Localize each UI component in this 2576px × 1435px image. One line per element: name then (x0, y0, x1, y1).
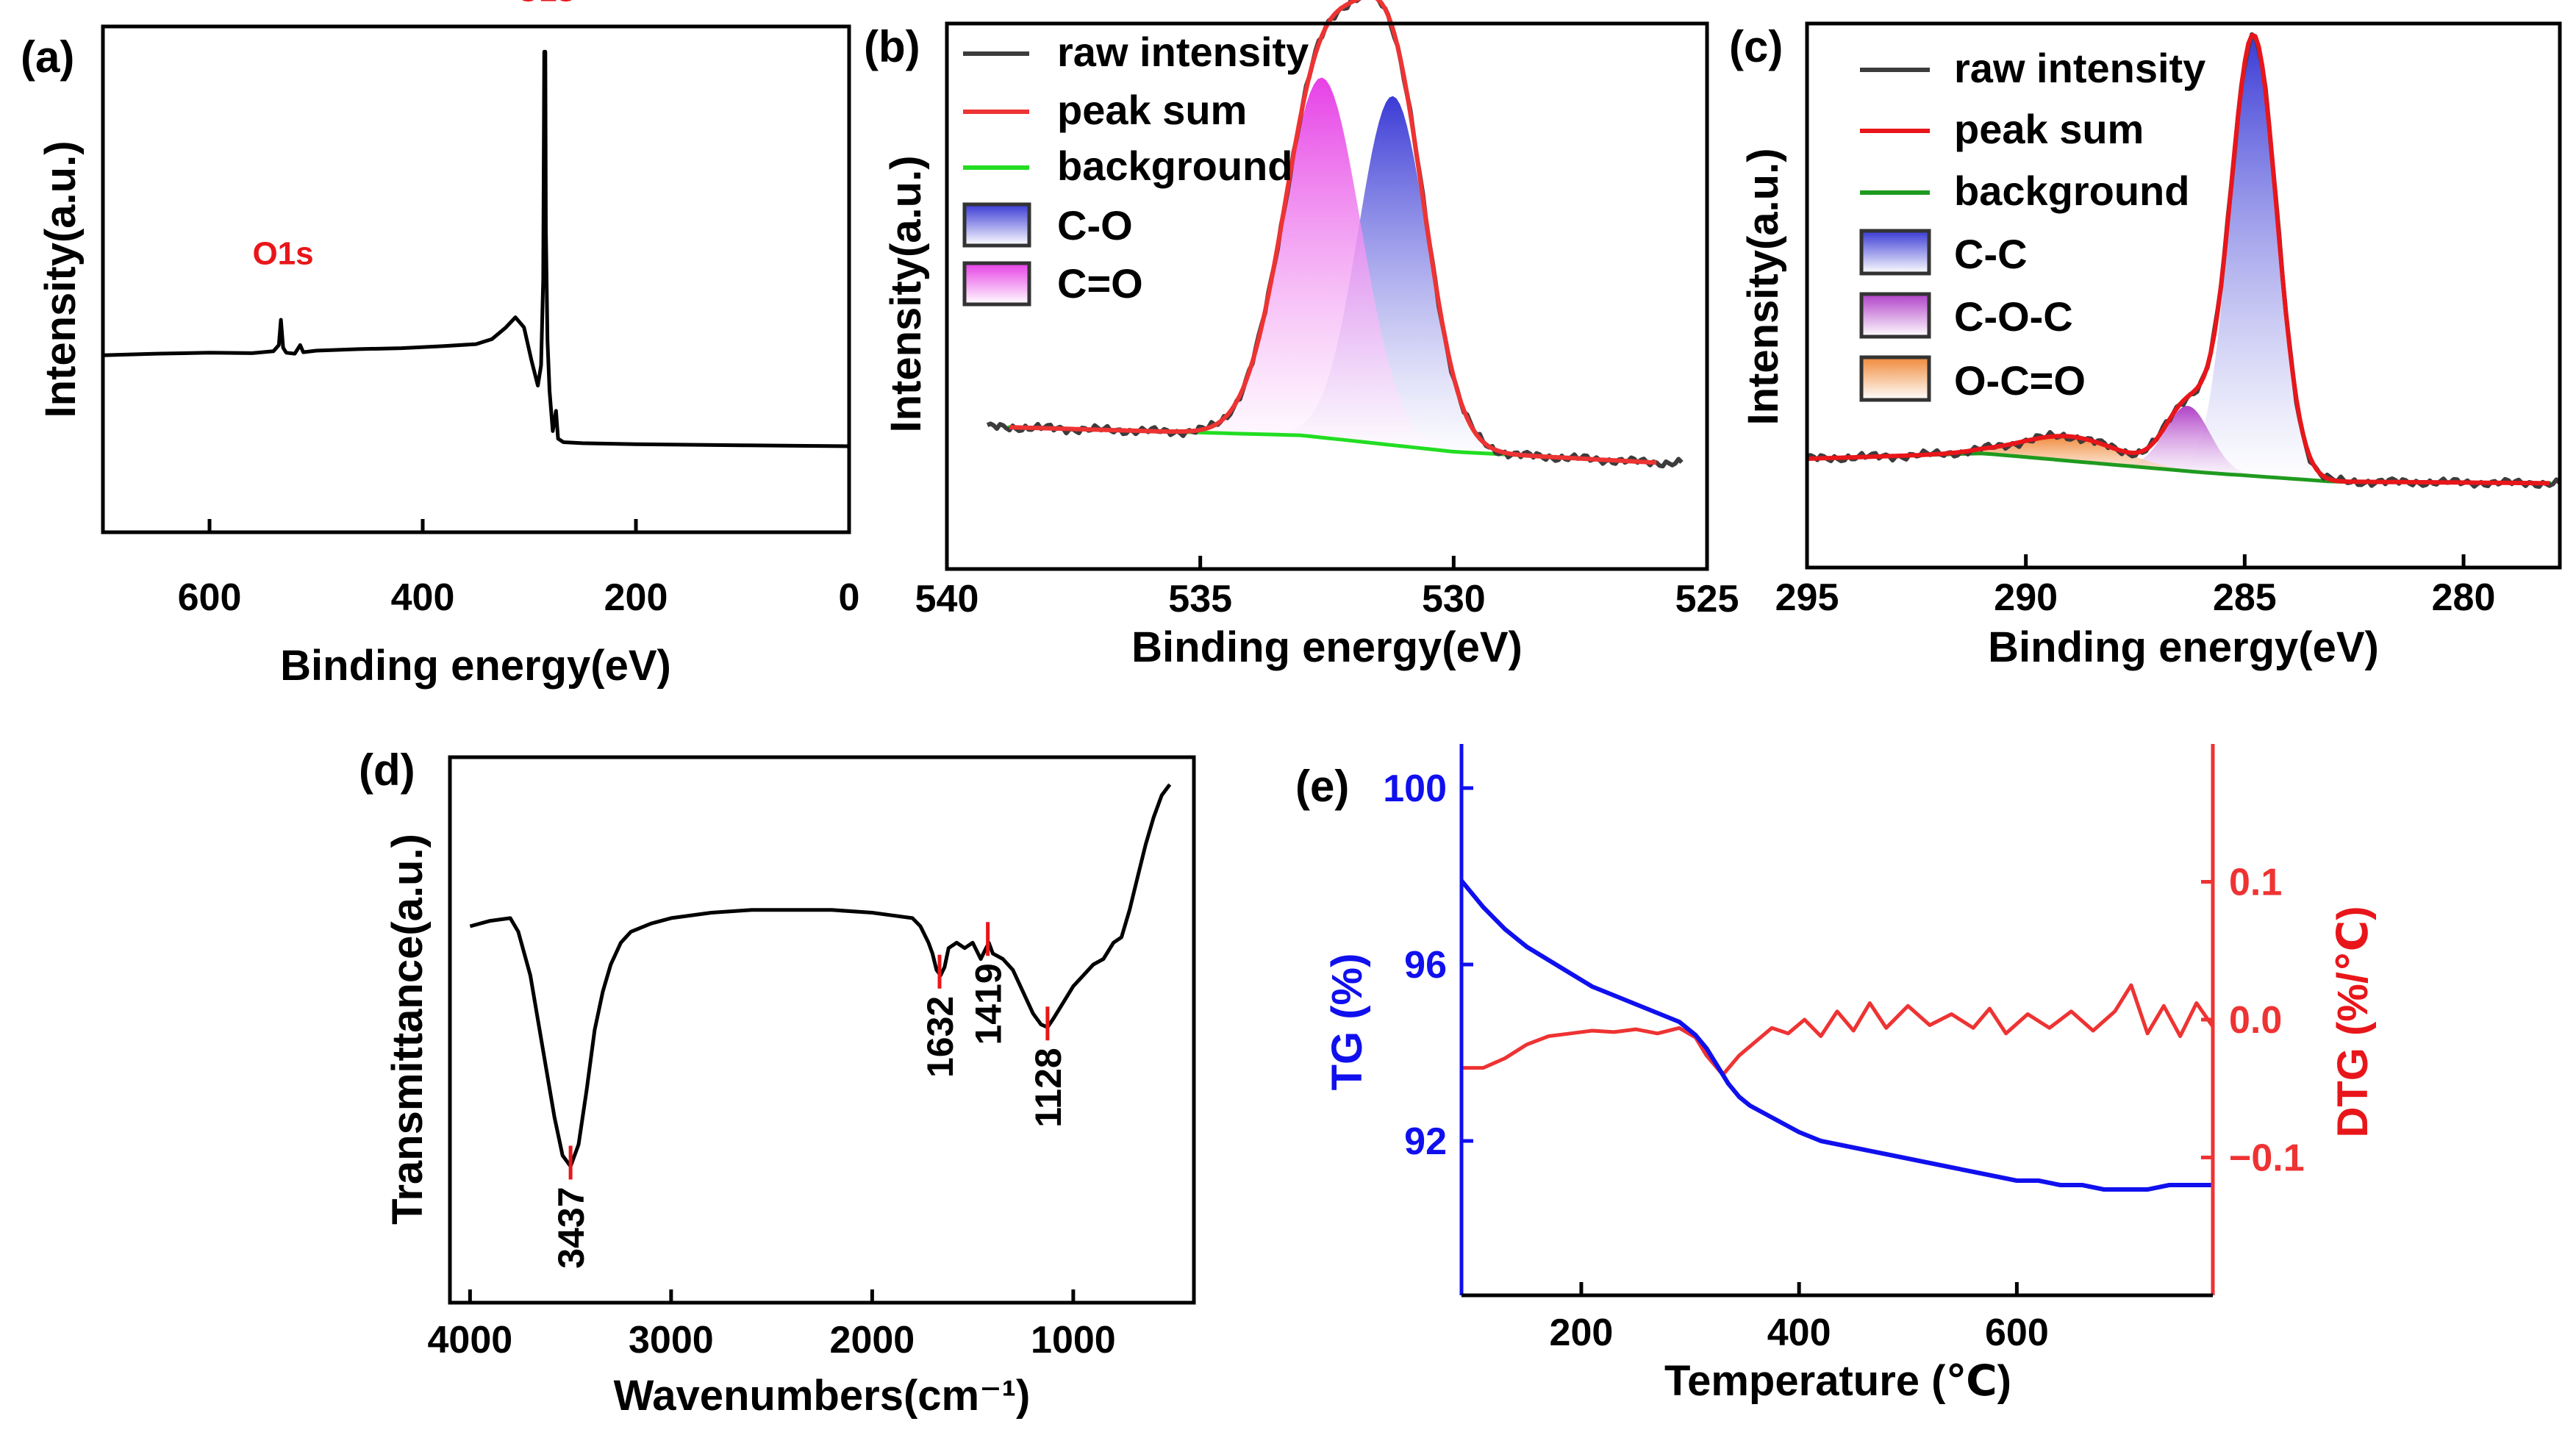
panel-a-label: (a) (21, 32, 74, 82)
panel-a: 600 400 200 0 (a) Binding energy(eV) Intens… (21, 0, 859, 690)
panel-c-ylabel: Intensity(a.u.) (1739, 148, 1787, 425)
panel-b-x-tick-label: 540 (915, 578, 979, 620)
panel-b-ylabel: Intensity(a.u.) (882, 155, 930, 432)
component-c-o-c-fill (2051, 406, 2325, 482)
panel-d: 4000 3000 2000 1000 (d) Wavenumbers(cm⁻¹) T… (359, 745, 1196, 1420)
panel-d-x-tick-label: 1000 (1031, 1319, 1116, 1361)
panel-b-label: (b) (864, 22, 920, 71)
panel-e-left-tick-label: 92 (1404, 1120, 1447, 1163)
panel-d-ylabel: Transmittance(a.u.) (384, 834, 432, 1225)
legend-label-background: background (1057, 143, 1292, 189)
panel-e-xlabel: Temperature (℃) (1664, 1357, 2011, 1405)
panel-d-label: (d) (359, 745, 415, 795)
legend-label-o-c-double-o: O-C=O (1954, 357, 2086, 404)
panel-a-x-tick-label: 400 (391, 576, 455, 619)
legend-label-c-o: C-O (1057, 202, 1133, 248)
panel-c-x-axis: 295 290 285 280 (1775, 554, 2496, 619)
series-tg-line (1459, 879, 2213, 1192)
peak-label-1419: 1419 (968, 963, 1009, 1045)
panel-c-x-tick-label: 285 (2213, 576, 2277, 619)
panel-a-plot-area (102, 49, 850, 448)
panel-c-frame (1805, 21, 2562, 570)
panel-e-ylabel-left: TG (%) (1323, 953, 1371, 1091)
series-survey-line (102, 49, 850, 448)
panel-c-x-tick-label: 280 (2432, 576, 2496, 619)
panel-e: 200 400 600 92 96 100 −0.1 0.0 0.1 (e) Temperatu… (1295, 744, 2377, 1405)
panel-a-ylabel: Intensity(a.u.) (37, 140, 85, 418)
panel-b-xlabel: Binding energy(eV) (1131, 623, 1523, 671)
panel-c-xlabel: Binding energy(eV) (1988, 623, 2379, 671)
panel-c-label: (c) (1729, 22, 1783, 71)
panel-c: 295 290 285 280 (c) Binding energy(eV) Inte… (1729, 21, 2562, 671)
panel-e-x-tick-label: 200 (1550, 1311, 1614, 1354)
panel-e-left-tick-label: 96 (1404, 944, 1447, 987)
panel-e-axes-ticks: 200 400 600 92 96 100 −0.1 0.0 0.1 (1383, 767, 2304, 1354)
panel-b-legend: raw intensity peak sum background C-O C=… (962, 29, 1309, 307)
panel-d-xlabel: Wavenumbers(cm⁻¹) (614, 1372, 1031, 1420)
panel-a-xlabel: Binding energy(eV) (280, 642, 671, 690)
annotation-c1s: C1s (515, 0, 575, 9)
annotation-o1s: O1s (252, 235, 313, 271)
panel-d-x-tick-label: 2000 (830, 1319, 915, 1361)
legend-label-peak-sum: peak sum (1954, 106, 2144, 152)
panel-b-x-tick-label: 535 (1168, 578, 1232, 620)
panel-b-x-tick-label: 525 (1675, 578, 1739, 620)
panel-a-x-tick-label: 0 (839, 576, 860, 619)
panel-c-x-tick-label: 290 (1994, 576, 2058, 619)
legend-swatch-c-o (962, 202, 1031, 248)
panel-e-label: (e) (1295, 762, 1349, 811)
panel-d-x-tick-label: 3000 (629, 1319, 714, 1361)
legend-label-background: background (1954, 168, 2189, 214)
panel-d-x-axis: 4000 3000 2000 1000 (428, 1289, 1116, 1361)
panel-e-x-tick-label: 600 (1985, 1311, 2049, 1354)
component-o-c-double-o-fill (1773, 436, 2366, 482)
panel-e-ylabel-right: DTG (%/℃) (2329, 906, 2377, 1137)
panel-e-right-tick-label: 0.1 (2229, 862, 2282, 904)
legend-swatch-c-double-o (962, 261, 1031, 307)
component-c-o-fill (1181, 96, 1604, 460)
component-c-double-o-fill (1084, 77, 1559, 458)
panel-e-right-tick-label: −0.1 (2229, 1137, 2305, 1180)
panel-b-x-tick-label: 530 (1422, 578, 1486, 620)
panel-c-legend: raw intensity peak sum background C-C C-… (1859, 45, 2205, 404)
panel-e-plot-area (1459, 879, 2215, 1192)
series-dtg-line (1461, 983, 2215, 1077)
legend-label-c-double-o: C=O (1057, 260, 1143, 307)
panel-b-x-axis: 540 535 530 525 (915, 556, 1739, 620)
legend-swatch-c-o-c (1859, 292, 1931, 339)
panel-a-x-tick-label: 200 (604, 576, 668, 619)
panel-b-frame (945, 21, 1709, 571)
panel-a-x-tick-label: 600 (178, 576, 242, 619)
panel-c-plot-area (1773, 32, 2562, 489)
panel-c-x-tick-label: 295 (1775, 576, 1839, 619)
legend-swatch-c-c (1859, 229, 1931, 276)
peak-label-1128: 1128 (1028, 1048, 1069, 1127)
peak-sum-line (1806, 32, 2550, 486)
peak-label-3437: 3437 (551, 1187, 592, 1269)
legend-label-raw-intensity: raw intensity (1954, 45, 2205, 91)
panel-a-x-axis: 600 400 200 0 (178, 519, 860, 619)
legend-label-peak-sum: peak sum (1057, 87, 1247, 133)
panel-e-right-tick-label: 0.0 (2229, 999, 2282, 1042)
panel-d-peak-labels: 3437 1632 1419 1128 (551, 922, 1069, 1269)
peak-label-1632: 1632 (920, 996, 961, 1078)
peak-sum-line (1009, 0, 1657, 465)
panel-a-frame (101, 24, 851, 534)
legend-label-c-o-c: C-O-C (1954, 293, 2073, 340)
panel-b-plot-area (986, 0, 1684, 469)
component-c-c-fill (2111, 35, 2396, 482)
panel-d-frame (448, 755, 1196, 1305)
panel-e-left-tick-label: 100 (1383, 767, 1447, 810)
legend-swatch-o-c-double-o (1859, 355, 1931, 402)
legend-label-c-c: C-C (1954, 231, 2028, 277)
panel-e-x-tick-label: 400 (1767, 1311, 1831, 1354)
panel-d-x-tick-label: 4000 (428, 1319, 513, 1361)
legend-label-raw-intensity: raw intensity (1057, 29, 1309, 75)
panel-b: 540 535 530 525 (b) Binding energy(eV) Inte… (864, 0, 1739, 671)
